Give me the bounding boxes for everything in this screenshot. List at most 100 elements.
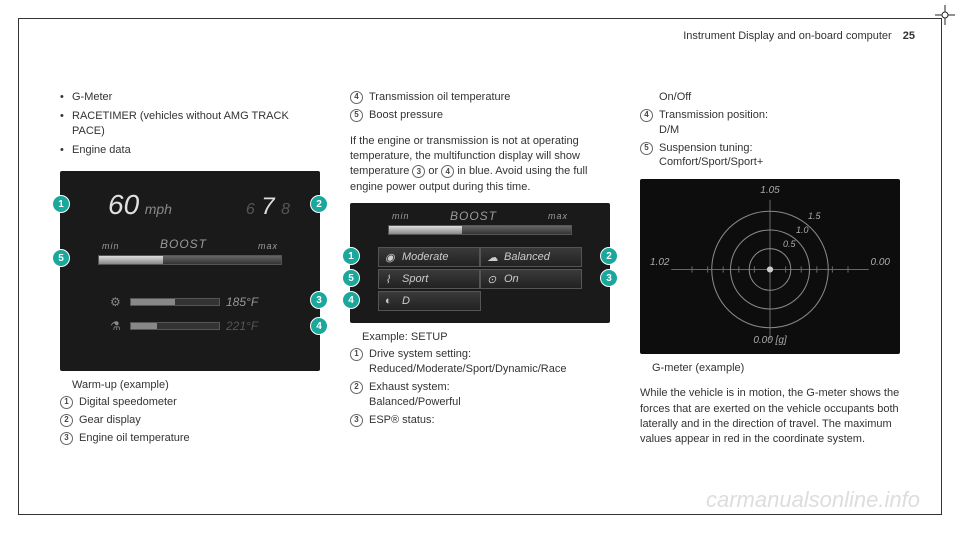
legend-item: 1Digital speedometer [60, 395, 320, 410]
empty-cell [481, 291, 582, 311]
legend-item: 1Drive system setting:Reduced/Moderate/S… [350, 347, 610, 377]
inline-callout-4: 4 [441, 165, 454, 178]
legend-num: 3 [350, 414, 363, 427]
oil-temp-row: ⚙ 185°F [110, 295, 258, 309]
callout-1: 1 [342, 247, 360, 265]
trans-temp-bar [130, 322, 220, 330]
oil-temp-bar [130, 298, 220, 306]
exhaust-setting: ☁Balanced [480, 247, 582, 267]
gmeter-right: 0.00 [871, 257, 890, 268]
warmup-display: 60 mph 6 7 8 min BOOST max ⚙ 185°F ⚗ [60, 171, 320, 371]
legend-num: 5 [350, 109, 363, 122]
legend-num: 4 [350, 91, 363, 104]
boost-label: BOOST [450, 209, 497, 223]
drive-icon: ◉ [385, 251, 397, 263]
content-columns: G-Meter RACETIMER (vehicles without AMG … [60, 90, 900, 493]
warmup-note: If the engine or transmission is not at … [350, 134, 610, 196]
legend-item: 2Gear display [60, 413, 320, 428]
boost-label: BOOST [160, 237, 207, 251]
callout-5: 5 [342, 269, 360, 287]
warmup-legend: 1Digital speedometer 2Gear display 3Engi… [60, 395, 320, 449]
gmeter-svg [640, 179, 900, 361]
gmeter-left: 1.02 [650, 257, 669, 268]
callout-2: 2 [600, 247, 618, 265]
suspension-icon: ⌇ [385, 273, 397, 285]
transmission-setting: ◐D [378, 291, 481, 311]
trans-temp-value: 221°F [226, 319, 258, 333]
legend-num: 1 [350, 348, 363, 361]
header-title: Instrument Display and on-board computer [683, 30, 892, 42]
legend-continued: 4Transmission oil temperature 5Boost pre… [350, 90, 610, 126]
bullet-item: RACETIMER (vehicles without AMG TRACK PA… [60, 109, 320, 139]
drive-setting: ◉Moderate [378, 247, 480, 267]
legend-item: 4Transmission position:D/M [640, 108, 900, 138]
legend-num: 2 [60, 414, 73, 427]
boost-max-label: max [258, 241, 278, 251]
gmeter-ring2: 1.0 [796, 225, 809, 235]
gmeter-top: 1.05 [760, 185, 779, 196]
exhaust-icon: ☁ [487, 251, 499, 263]
boost-fill [389, 226, 462, 234]
boost-min-label: min [392, 211, 410, 221]
callout-4: 4 [310, 317, 328, 335]
setup-row: ◉Moderate ☁Balanced [378, 247, 582, 267]
oil-icon: ⚙ [110, 295, 124, 309]
setup-caption: Example: SETUP [362, 331, 610, 343]
gear-display: 6 7 8 [246, 193, 290, 221]
gmeter-bottom: 0.00 [g] [753, 335, 786, 346]
gmeter-caption: G-meter (example) [652, 362, 900, 374]
callout-3: 3 [600, 269, 618, 287]
boost-fill [99, 256, 163, 264]
setup-legend: 1Drive system setting:Reduced/Moderate/S… [350, 347, 610, 430]
callout-4: 4 [342, 291, 360, 309]
speed-value: 60 [108, 189, 139, 220]
page-number: 25 [903, 30, 915, 42]
suspension-setting: ⌇Sport [378, 269, 480, 289]
inline-callout-3: 3 [412, 165, 425, 178]
column-3: On/Off 4Transmission position:D/M 5Suspe… [640, 90, 900, 493]
gmeter-display: 1.05 0.00 1.02 0.00 [g] 1.5 1.0 0.5 [640, 179, 900, 354]
legend-num: 5 [640, 142, 653, 155]
gmeter-ring1: 1.5 [808, 211, 821, 221]
callout-2: 2 [310, 195, 328, 213]
oil-temp-value: 185°F [226, 295, 258, 309]
page-header: Instrument Display and on-board computer… [683, 30, 915, 42]
gmeter-ring3: 0.5 [783, 239, 796, 249]
boost-max-label: max [548, 211, 568, 221]
setup-display: min BOOST max ◉Moderate ☁Balanced ⌇Sport… [350, 203, 610, 323]
column-2: 4Transmission oil temperature 5Boost pre… [350, 90, 610, 493]
warmup-caption: Warm-up (example) [72, 379, 320, 391]
legend-continued: On/Off 4Transmission position:D/M 5Suspe… [640, 90, 900, 173]
bullet-list: G-Meter RACETIMER (vehicles without AMG … [60, 90, 320, 161]
legend-item: 5Boost pressure [350, 108, 610, 123]
bullet-item: G-Meter [60, 90, 320, 105]
legend-item: 2Exhaust system:Balanced/Powerful [350, 380, 610, 410]
column-1: G-Meter RACETIMER (vehicles without AMG … [60, 90, 320, 493]
esp-icon: ⊙ [487, 273, 499, 285]
bullet-item: Engine data [60, 143, 320, 158]
boost-min-label: min [102, 241, 120, 251]
legend-num: 3 [60, 432, 73, 445]
legend-item: On/Off [640, 90, 900, 105]
trans-temp-row: ⚗ 221°F [110, 319, 258, 333]
legend-item: 3Engine oil temperature [60, 431, 320, 446]
legend-item: 5Suspension tuning:Comfort/Sport/Sport+ [640, 141, 900, 171]
setup-row: ◐D [378, 291, 582, 311]
legend-num: 2 [350, 381, 363, 394]
callout-5: 5 [52, 249, 70, 267]
gmeter-description: While the vehicle is in motion, the G-me… [640, 386, 900, 448]
speed-unit: mph [145, 201, 172, 217]
speed-readout: 60 mph [108, 189, 172, 221]
corner-decoration [935, 5, 955, 25]
legend-item: 4Transmission oil temperature [350, 90, 610, 105]
boost-bar [388, 225, 572, 235]
boost-bar [98, 255, 282, 265]
esp-setting: ⊙On [480, 269, 582, 289]
trans-icon: ⚗ [110, 319, 124, 333]
legend-num: 1 [60, 396, 73, 409]
callout-1: 1 [52, 195, 70, 213]
trans-icon: ◐ [385, 295, 397, 307]
callout-3: 3 [310, 291, 328, 309]
legend-item: 3ESP® status: [350, 413, 610, 428]
setup-row: ⌇Sport ⊙On [378, 269, 582, 289]
